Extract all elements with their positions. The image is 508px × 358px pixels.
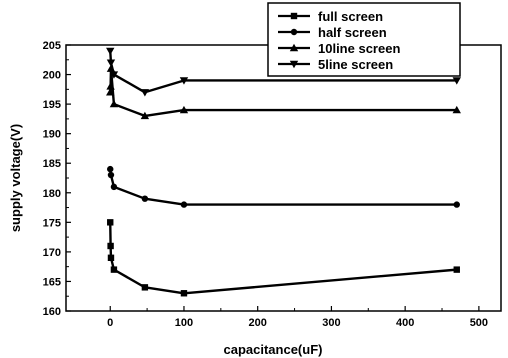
- series-half-screen: [107, 165, 460, 208]
- y-tick-label: 195: [43, 99, 61, 111]
- y-tick-label: 175: [43, 217, 61, 229]
- data-point: [453, 266, 460, 273]
- data-point: [140, 111, 150, 120]
- data-point: [106, 88, 115, 96]
- series-line: [109, 168, 457, 206]
- y-tick-label: 160: [43, 306, 61, 318]
- x-tick-label: 100: [175, 317, 193, 329]
- x-tick-label: 0: [107, 317, 113, 329]
- data-point: [453, 201, 460, 208]
- data-point: [107, 171, 115, 179]
- x-tick-label: 300: [322, 317, 340, 329]
- data-point: [180, 201, 188, 208]
- data-point: [106, 47, 115, 56]
- series-10line-screen: [106, 64, 461, 120]
- data-point: [141, 195, 149, 202]
- legend-marker: [289, 43, 299, 52]
- legend-entry-label: 10line screen: [318, 41, 400, 56]
- data-point: [179, 77, 189, 85]
- y-tick-label: 165: [43, 276, 61, 288]
- x-tick-label: 500: [470, 317, 488, 329]
- series-5line-screen: [106, 47, 461, 97]
- x-tick-label: 200: [249, 317, 267, 329]
- data-point: [140, 89, 150, 97]
- legend-entry-label: half screen: [318, 25, 387, 40]
- y-tick-label: 190: [43, 129, 61, 141]
- legend-marker: [289, 60, 299, 69]
- data-point: [452, 105, 461, 114]
- y-tick-label: 185: [43, 158, 61, 170]
- data-point: [141, 284, 149, 291]
- data-point: [106, 82, 115, 90]
- data-point: [110, 183, 118, 191]
- data-point: [109, 99, 119, 108]
- legend-marker: [290, 12, 298, 20]
- legend-marker: [290, 28, 298, 36]
- data-point: [110, 266, 118, 273]
- data-point: [452, 77, 461, 85]
- series-full-screen: [107, 219, 460, 297]
- legend-entry-label: 5line screen: [318, 57, 393, 72]
- y-tick-label: 170: [43, 247, 61, 259]
- data-point: [180, 290, 188, 297]
- y-axis-label: supply voltage(V): [8, 124, 23, 232]
- y-tick-label: 205: [43, 40, 61, 52]
- y-tick-label: 200: [43, 70, 61, 82]
- x-axis-label: capacitance(uF): [224, 342, 323, 357]
- data-point: [106, 59, 116, 67]
- data-point: [107, 165, 114, 173]
- data-point: [107, 242, 114, 250]
- series-line: [109, 222, 457, 295]
- y-tick-label: 180: [43, 188, 61, 200]
- legend-entry-label: full screen: [318, 9, 383, 24]
- data-point: [179, 105, 189, 114]
- x-tick-label: 400: [396, 317, 414, 329]
- data-point: [107, 219, 114, 226]
- data-point: [109, 71, 119, 79]
- data-point: [107, 254, 115, 261]
